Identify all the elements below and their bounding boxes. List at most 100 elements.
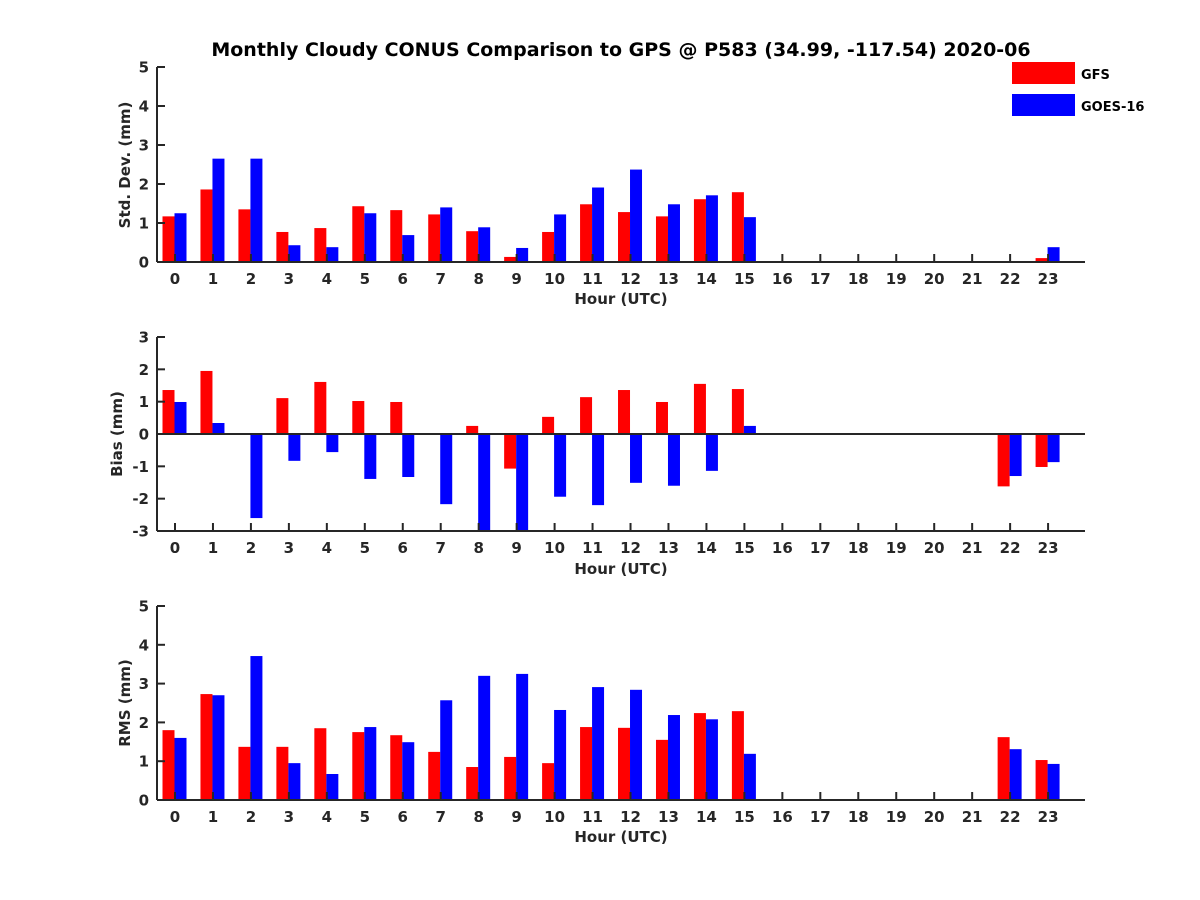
rms-x-tick-label: 5 [360, 808, 370, 826]
rms-x-tick-label: 7 [436, 808, 446, 826]
bias-x-axis-label: Hour (UTC) [574, 560, 667, 578]
bar-bias-gfs-9 [504, 434, 517, 469]
bar-std-dev-gfs-14 [693, 199, 706, 262]
bar-std-dev-goes16-9 [516, 247, 529, 262]
bias-x-tick-label: 15 [734, 539, 755, 557]
bar-std-dev-goes16-15 [743, 217, 756, 262]
bias-x-tick-label: 14 [696, 539, 717, 557]
bar-rms-goes16-0 [174, 737, 187, 800]
bar-std-dev-gfs-9 [504, 256, 517, 262]
bias-y-tick-label: 3 [139, 329, 149, 347]
bar-std-dev-gfs-12 [618, 212, 631, 262]
legend: GFS GOES-16 [1012, 62, 1144, 116]
bar-rms-gfs-14 [693, 713, 706, 800]
bar-std-dev-goes16-2 [250, 158, 263, 262]
std-dev-x-tick-label: 2 [246, 270, 256, 288]
bar-rms-goes16-22 [1009, 749, 1022, 800]
bar-std-dev-goes16-13 [667, 204, 680, 262]
bar-bias-gfs-8 [466, 425, 479, 434]
bar-std-dev-gfs-2 [238, 209, 251, 262]
bar-bias-gfs-23 [1035, 434, 1048, 467]
bar-bias-gfs-6 [390, 401, 403, 434]
bias-y-tick-label: 1 [139, 393, 149, 411]
bar-rms-gfs-0 [162, 730, 175, 800]
bar-std-dev-gfs-13 [655, 216, 668, 262]
bar-bias-goes16-1 [212, 423, 225, 434]
bar-rms-goes16-1 [212, 695, 225, 800]
std-dev-x-tick-label: 3 [284, 270, 294, 288]
std-dev-y-tick-label: 4 [139, 98, 149, 116]
rms-x-tick-label: 21 [962, 808, 983, 826]
std-dev-y-tick-label: 5 [139, 59, 149, 77]
bar-bias-gfs-1 [200, 370, 213, 434]
bar-rms-goes16-23 [1047, 763, 1060, 800]
std-dev-x-tick-label: 12 [620, 270, 641, 288]
bar-bias-goes16-7 [440, 434, 453, 505]
std-dev-x-tick-label: 4 [322, 270, 332, 288]
bias-x-tick-label: 2 [246, 539, 256, 557]
rms-x-tick-label: 3 [284, 808, 294, 826]
std-dev-x-tick-label: 9 [511, 270, 521, 288]
std-dev-x-tick-label: 14 [696, 270, 717, 288]
bar-std-dev-goes16-11 [592, 187, 605, 262]
rms-x-tick-label: 14 [696, 808, 717, 826]
bar-bias-gfs-11 [580, 397, 593, 434]
bar-bias-gfs-13 [655, 401, 668, 434]
bar-bias-goes16-5 [364, 434, 377, 479]
bar-std-dev-gfs-23 [1035, 258, 1048, 262]
bar-rms-goes16-13 [667, 715, 680, 800]
bias-x-tick-label: 23 [1038, 539, 1059, 557]
bar-std-dev-gfs-15 [731, 192, 744, 262]
bar-rms-gfs-10 [542, 763, 555, 800]
legend-swatch-goes16 [1012, 94, 1075, 116]
bar-rms-goes16-3 [288, 763, 301, 800]
bias-x-tick-label: 10 [544, 539, 565, 557]
bar-rms-goes16-8 [478, 675, 491, 800]
std-dev-x-tick-label: 13 [658, 270, 679, 288]
std-dev-x-tick-label: 20 [924, 270, 945, 288]
bias-y-tick-label: 0 [139, 426, 149, 444]
bias-x-tick-label: 16 [772, 539, 793, 557]
bar-bias-goes16-6 [402, 434, 415, 478]
bar-std-dev-gfs-10 [542, 231, 555, 262]
bar-std-dev-goes16-3 [288, 245, 301, 262]
bar-rms-goes16-6 [402, 742, 415, 800]
std-dev-y-tick-label: 1 [139, 215, 149, 233]
bar-bias-goes16-22 [1009, 434, 1022, 477]
bar-rms-gfs-22 [997, 737, 1010, 800]
bias-y-tick-label: -3 [132, 523, 149, 541]
rms-x-tick-label: 9 [511, 808, 521, 826]
std-dev-y-tick-label: 3 [139, 137, 149, 155]
rms-x-tick-label: 4 [322, 808, 332, 826]
bar-bias-goes16-11 [592, 434, 605, 506]
bar-rms-gfs-9 [504, 756, 517, 800]
bias-x-tick-label: 1 [208, 539, 218, 557]
bar-bias-goes16-10 [554, 434, 567, 497]
rms-x-axis-label: Hour (UTC) [574, 828, 667, 846]
rms-x-tick-label: 10 [544, 808, 565, 826]
bias-x-tick-label: 17 [810, 539, 831, 557]
rms-x-tick-label: 15 [734, 808, 755, 826]
bar-std-dev-gfs-4 [314, 228, 327, 262]
rms-y-tick-label: 2 [139, 714, 149, 732]
rms-x-tick-label: 20 [924, 808, 945, 826]
std-dev-x-tick-label: 15 [734, 270, 755, 288]
bar-std-dev-gfs-0 [162, 216, 175, 262]
rms-x-tick-label: 13 [658, 808, 679, 826]
std-dev-x-axis-label: Hour (UTC) [574, 290, 667, 308]
bar-bias-gfs-22 [997, 434, 1010, 487]
rms-x-tick-label: 1 [208, 808, 218, 826]
bar-bias-gfs-5 [352, 401, 365, 434]
std-dev-x-tick-label: 18 [848, 270, 869, 288]
std-dev-x-tick-label: 23 [1038, 270, 1059, 288]
bar-rms-gfs-12 [618, 727, 631, 800]
legend-label-goes16: GOES-16 [1081, 100, 1144, 115]
bar-bias-gfs-14 [693, 383, 706, 434]
bar-bias-gfs-15 [731, 389, 744, 434]
std-dev-x-tick-label: 5 [360, 270, 370, 288]
bar-rms-goes16-5 [364, 727, 377, 800]
bar-bias-goes16-3 [288, 434, 301, 461]
std-dev-x-tick-label: 6 [398, 270, 408, 288]
bar-std-dev-goes16-23 [1047, 247, 1060, 262]
